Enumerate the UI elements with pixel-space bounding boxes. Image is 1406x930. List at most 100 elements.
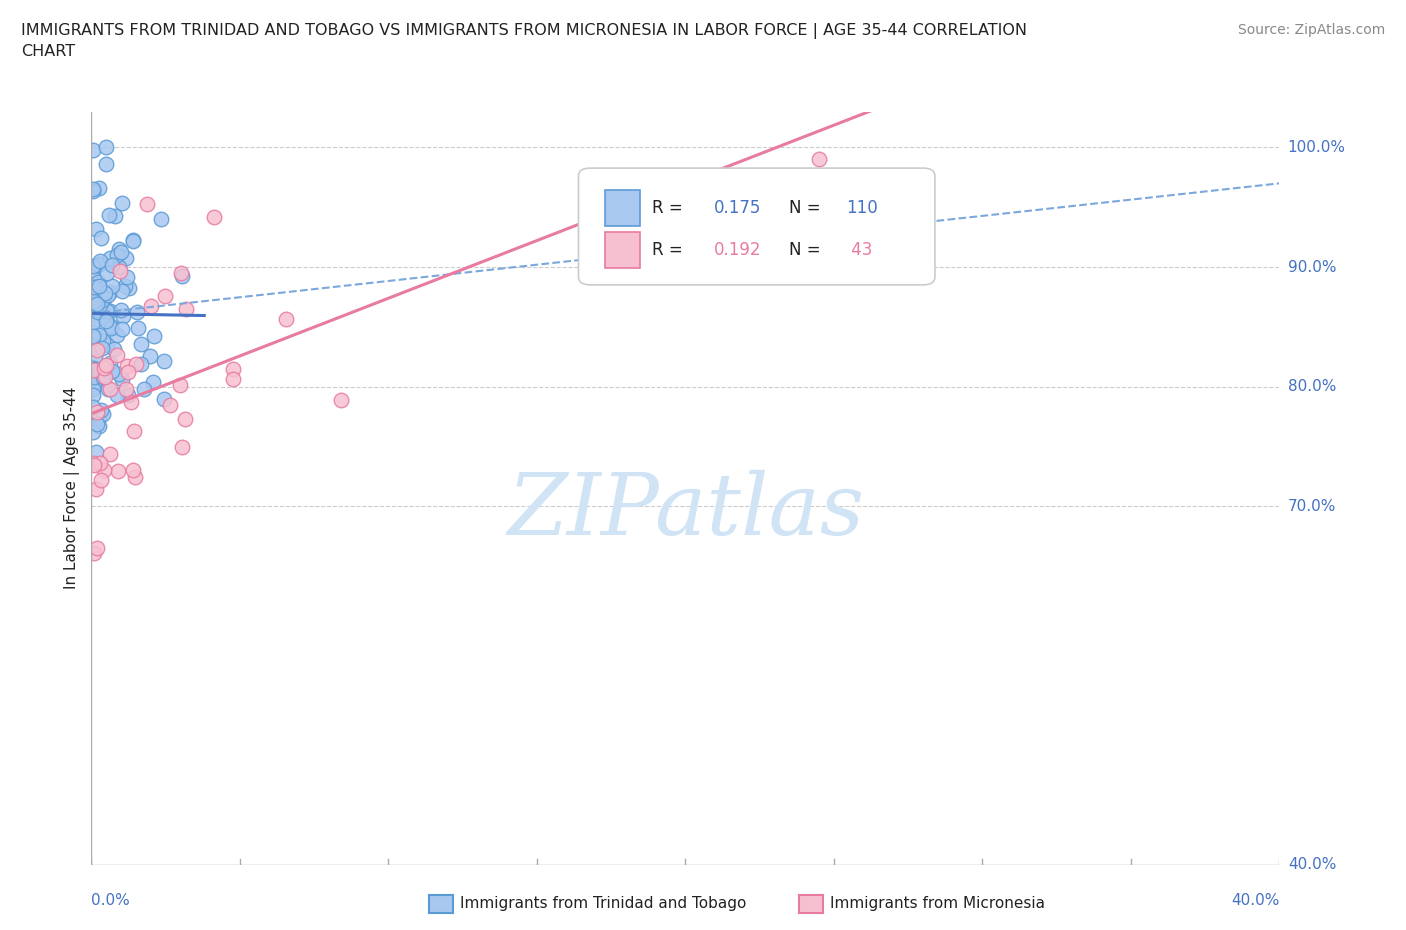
Point — [83, 546, 105, 561]
Point — [84, 482, 107, 497]
Point — [96, 311, 118, 325]
Point — [82, 381, 104, 396]
Point — [122, 463, 145, 478]
Point — [112, 309, 135, 324]
Point — [100, 318, 122, 333]
Point — [98, 381, 121, 396]
Point — [153, 289, 176, 304]
Point — [127, 321, 149, 336]
Point — [89, 418, 111, 433]
Point — [86, 405, 108, 419]
Text: 70.0%: 70.0% — [1288, 498, 1336, 513]
Point — [82, 181, 104, 196]
Point — [100, 356, 122, 371]
Point — [100, 285, 122, 299]
Point — [117, 281, 139, 296]
Point — [84, 277, 107, 292]
Point — [83, 456, 105, 471]
Point — [91, 369, 114, 384]
Point — [170, 265, 193, 280]
Point — [153, 353, 176, 368]
Point — [125, 304, 148, 319]
Point — [117, 365, 139, 379]
Point — [115, 358, 138, 373]
Point — [153, 392, 176, 406]
Point — [101, 258, 124, 272]
Text: Source: ZipAtlas.com: Source: ZipAtlas.com — [1237, 23, 1385, 37]
Point — [89, 278, 111, 293]
Point — [139, 299, 162, 313]
Point — [82, 399, 104, 414]
FancyBboxPatch shape — [605, 232, 640, 268]
Point — [87, 180, 110, 195]
Point — [96, 313, 118, 328]
Point — [83, 363, 105, 378]
Point — [84, 312, 107, 326]
Point — [83, 279, 105, 294]
Point — [87, 256, 110, 271]
Text: 0.192: 0.192 — [714, 241, 762, 259]
Point — [97, 207, 120, 222]
Point — [98, 303, 121, 318]
FancyBboxPatch shape — [578, 168, 935, 285]
Point — [110, 245, 132, 259]
Point — [107, 259, 129, 274]
Point — [170, 440, 193, 455]
Point — [135, 197, 157, 212]
Point — [169, 378, 191, 392]
Point — [90, 292, 112, 307]
Point — [129, 356, 152, 371]
Point — [117, 388, 139, 403]
Point — [150, 212, 173, 227]
Text: 43: 43 — [846, 241, 872, 259]
Point — [222, 371, 245, 386]
Text: 0.0%: 0.0% — [91, 893, 131, 908]
Point — [93, 462, 115, 477]
Point — [87, 409, 110, 424]
Point — [111, 284, 134, 299]
Point — [107, 366, 129, 381]
Point — [107, 463, 129, 478]
Text: 40.0%: 40.0% — [1288, 857, 1336, 872]
Point — [86, 342, 108, 357]
Point — [89, 328, 111, 343]
Point — [111, 371, 134, 386]
Point — [96, 265, 118, 280]
Point — [114, 250, 136, 265]
Point — [170, 269, 193, 284]
Point — [115, 270, 138, 285]
Point — [82, 306, 104, 321]
Point — [105, 347, 128, 362]
Text: 90.0%: 90.0% — [1288, 259, 1336, 274]
Point — [644, 184, 666, 199]
Point — [84, 221, 107, 236]
Point — [134, 381, 156, 396]
Point — [84, 279, 107, 294]
Point — [111, 322, 134, 337]
Point — [83, 295, 105, 310]
Point — [82, 297, 104, 312]
Point — [82, 142, 104, 157]
Text: 40.0%: 40.0% — [1232, 893, 1279, 908]
Point — [97, 382, 120, 397]
Point — [82, 328, 104, 343]
Point — [90, 472, 112, 487]
Text: CHART: CHART — [21, 44, 75, 59]
Text: N =: N = — [789, 241, 825, 259]
Text: 100.0%: 100.0% — [1288, 140, 1346, 155]
Point — [124, 423, 146, 438]
Point — [91, 341, 114, 356]
Point — [115, 381, 138, 396]
Point — [84, 349, 107, 364]
Text: R =: R = — [652, 241, 688, 259]
Point — [90, 230, 112, 245]
Point — [94, 369, 117, 384]
Point — [86, 417, 108, 432]
Point — [82, 360, 104, 375]
Point — [110, 303, 132, 318]
Point — [173, 412, 195, 427]
Text: Immigrants from Micronesia: Immigrants from Micronesia — [830, 897, 1045, 911]
Point — [125, 357, 148, 372]
Point — [129, 337, 152, 352]
Point — [202, 209, 225, 224]
